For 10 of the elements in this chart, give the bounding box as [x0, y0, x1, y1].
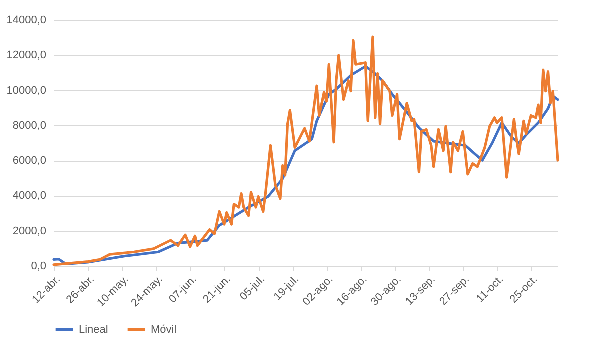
y-tick-label: 4000,0: [12, 190, 46, 202]
y-tick-label: 8000,0: [12, 120, 46, 132]
y-tick-label: 14000,0: [6, 14, 46, 26]
y-tick-label: 2000,0: [12, 225, 46, 238]
legend-label: Móvil: [151, 324, 177, 336]
legend-label: Lineal: [79, 324, 108, 336]
y-tick-label: 10000,0: [6, 84, 46, 97]
y-tick-label: 12000,0: [6, 50, 46, 62]
y-tick-label: 0,0: [31, 260, 46, 272]
y-tick-label: 6000,0: [12, 155, 46, 168]
